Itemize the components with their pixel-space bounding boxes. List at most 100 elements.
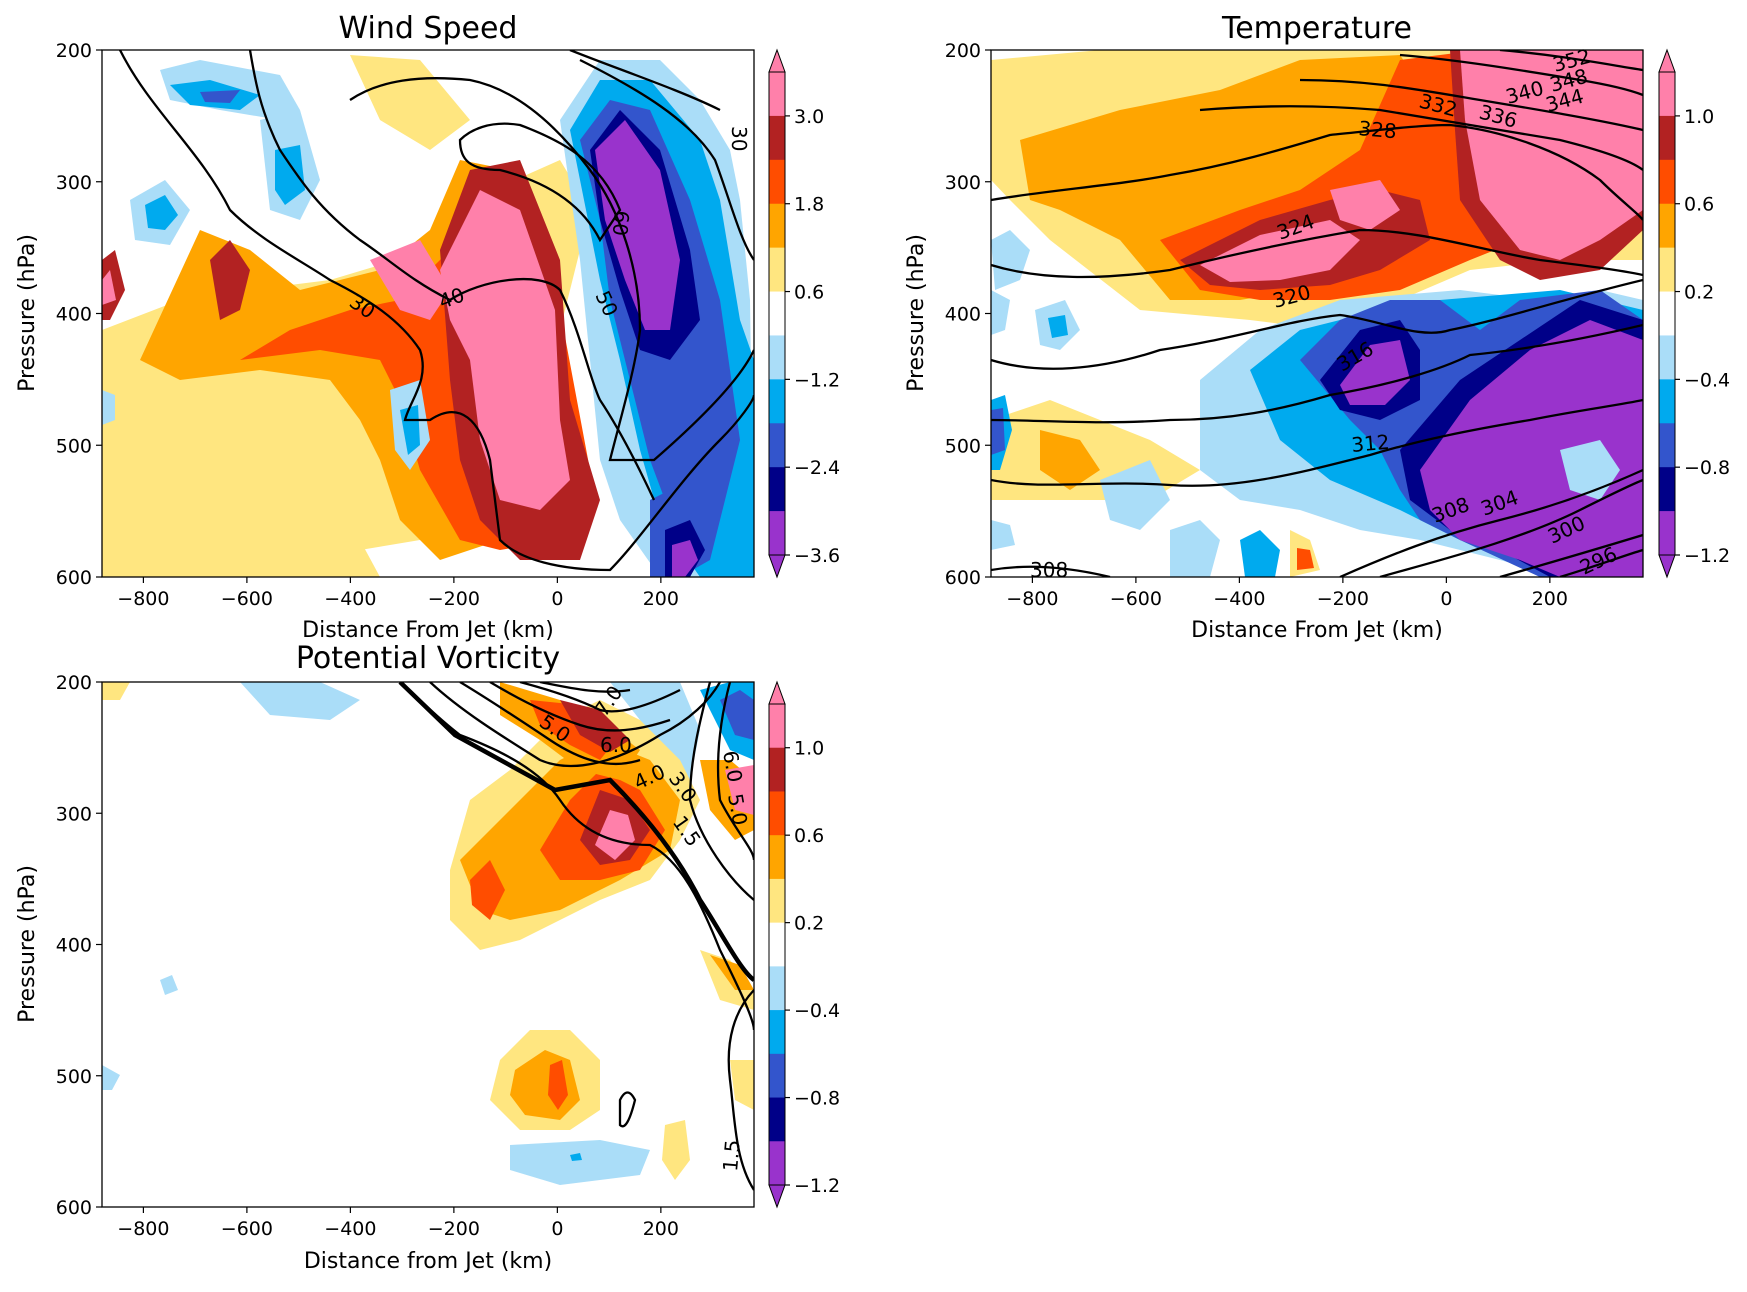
colorbar: 1.0 0.6 0.2 −0.4 −0.8 −1.2 xyxy=(768,680,840,1209)
colorbar-extend-bottom xyxy=(1658,554,1676,579)
colorbar-segment xyxy=(769,1097,785,1142)
colorbar: 3.0 1.8 0.6 −1.2 −2.4 −3.6 xyxy=(768,48,840,579)
colorbar-tick-label: 1.8 xyxy=(794,194,824,216)
colorbar-segment xyxy=(769,72,785,117)
colorbar-tick-label: 0.6 xyxy=(1684,194,1714,216)
colorbar-segment xyxy=(769,379,785,424)
y-tick-label: 500 xyxy=(945,435,981,457)
temperature-fill xyxy=(991,50,1643,577)
temperature-contours xyxy=(991,50,1643,577)
colorbar-tick-label: −0.4 xyxy=(1684,369,1730,391)
y-tick-label: 400 xyxy=(56,935,92,957)
colorbar-tick-label: 0.6 xyxy=(794,825,824,847)
x-tick-label: −400 xyxy=(1213,588,1265,610)
colorbar-segment xyxy=(1659,247,1675,293)
colorbar-tick-label: −0.8 xyxy=(1684,457,1730,479)
y-axis-label: Pressure (hPa) xyxy=(15,865,40,1023)
contour-label: 60 xyxy=(608,210,634,237)
colorbar-extend-top xyxy=(768,680,786,705)
x-tick-label: −200 xyxy=(428,1218,480,1240)
x-tick-label: −400 xyxy=(324,1218,376,1240)
colorbar-segment xyxy=(769,1010,785,1055)
x-tick-label: −600 xyxy=(1110,588,1162,610)
x-tick-label: −800 xyxy=(117,588,169,610)
colorbar-extend-top xyxy=(768,48,786,73)
y-tick-label: 600 xyxy=(56,1197,92,1219)
colorbar-segment xyxy=(769,203,785,249)
x-tick-label: 200 xyxy=(1532,588,1568,610)
y-tick-label: 300 xyxy=(945,172,981,194)
colorbar-segment xyxy=(769,423,785,468)
colorbar-tick-label: −1.2 xyxy=(794,369,840,391)
x-tick-label: 0 xyxy=(1440,588,1452,610)
colorbar-extend-bottom xyxy=(768,554,786,579)
colorbar-segment xyxy=(1659,72,1675,117)
x-tick-label: −600 xyxy=(221,1218,273,1240)
wind-speed-fill xyxy=(102,50,754,577)
panel-title: Wind Speed xyxy=(339,11,518,46)
y-tick-label: 400 xyxy=(945,304,981,326)
x-axis-label: Distance From Jet (km) xyxy=(302,618,554,643)
x-tick-label: −400 xyxy=(324,588,376,610)
colorbar-segment xyxy=(769,747,785,792)
colorbar-frame xyxy=(768,703,786,1186)
axis-ticks: −800 −600 −400 −200 0 200 200 300 400 500 600 xyxy=(56,672,679,1240)
colorbar-tick-label: 1.0 xyxy=(794,738,824,760)
colorbar-segment xyxy=(1659,467,1675,512)
colorbar-tick-label: −1.2 xyxy=(794,1175,840,1197)
pv-fill xyxy=(102,682,754,1207)
colorbar-segment xyxy=(769,467,785,512)
colorbar-segment xyxy=(769,791,785,836)
y-axis-label: Pressure (hPa) xyxy=(904,234,929,392)
y-tick-label: 500 xyxy=(56,1066,92,1088)
colorbar-tick-label: −1.2 xyxy=(1684,545,1730,567)
y-axis-label: Pressure (hPa) xyxy=(15,234,40,392)
x-tick-label: 0 xyxy=(551,1218,563,1240)
colorbar-extend-top xyxy=(1658,48,1676,73)
contour-label: 328 xyxy=(1358,116,1398,143)
x-axis-label: Distance From Jet (km) xyxy=(1191,618,1443,643)
colorbar-segment xyxy=(1659,379,1675,424)
colorbar-frame xyxy=(768,71,786,556)
colorbar-tick-label: −0.4 xyxy=(794,1000,840,1022)
colorbar-tick-label: −3.6 xyxy=(794,545,840,567)
contour-label: 6.0 xyxy=(718,749,747,784)
colorbar-segment xyxy=(1659,291,1675,336)
x-tick-label: 200 xyxy=(643,588,679,610)
x-tick-label: 200 xyxy=(643,1218,679,1240)
colorbar-segment xyxy=(769,835,785,880)
contour-label: 312 xyxy=(1350,430,1390,457)
panel-title: Potential Vorticity xyxy=(296,641,560,676)
wind-speed-contours xyxy=(118,50,754,572)
y-tick-label: 600 xyxy=(56,567,92,589)
y-tick-label: 600 xyxy=(945,567,981,589)
x-tick-label: −800 xyxy=(117,1218,169,1240)
x-tick-label: −200 xyxy=(428,588,480,610)
colorbar-tick-label: 0.2 xyxy=(794,913,824,935)
y-tick-label: 500 xyxy=(56,435,92,457)
colorbar-tick-label: −2.4 xyxy=(794,457,840,479)
colorbar-tick-label: 0.2 xyxy=(1684,282,1714,304)
axis-ticks: −800 −600 −400 −200 0 200 200 300 400 500 600 xyxy=(945,40,1568,610)
colorbar-frame xyxy=(1658,71,1676,556)
x-tick-label: −800 xyxy=(1006,588,1058,610)
panel-title: Temperature xyxy=(1221,11,1412,46)
x-tick-label: 0 xyxy=(551,588,563,610)
colorbar-segment xyxy=(1659,203,1675,249)
panel-wind-speed: 30 40 50 60 30 Wind Speed Distance From … xyxy=(15,11,840,643)
axis-ticks: −800 −600 −400 −200 0 200 200 300 400 500 600 xyxy=(56,40,679,610)
colorbar-tick-label: −0.8 xyxy=(794,1088,840,1110)
contour-label: 30 xyxy=(727,126,751,151)
y-tick-label: 200 xyxy=(56,672,92,694)
colorbar-tick-label: 3.0 xyxy=(794,106,824,128)
colorbar-tick-label: 1.0 xyxy=(1684,106,1714,128)
contour-label: 1.5 xyxy=(718,1139,745,1173)
x-tick-label: −200 xyxy=(1317,588,1369,610)
colorbar-segment xyxy=(1659,511,1675,556)
colorbar-segment xyxy=(769,511,785,556)
contour-label: 5.0 xyxy=(723,792,752,827)
y-tick-label: 200 xyxy=(945,40,981,62)
y-tick-label: 300 xyxy=(56,803,92,825)
